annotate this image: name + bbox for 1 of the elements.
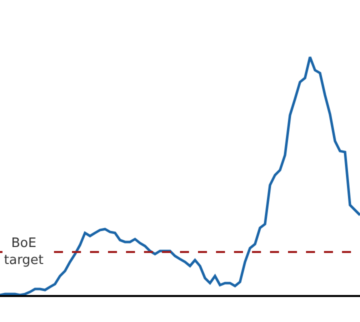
ref-line-label: BoE target [4,236,44,268]
